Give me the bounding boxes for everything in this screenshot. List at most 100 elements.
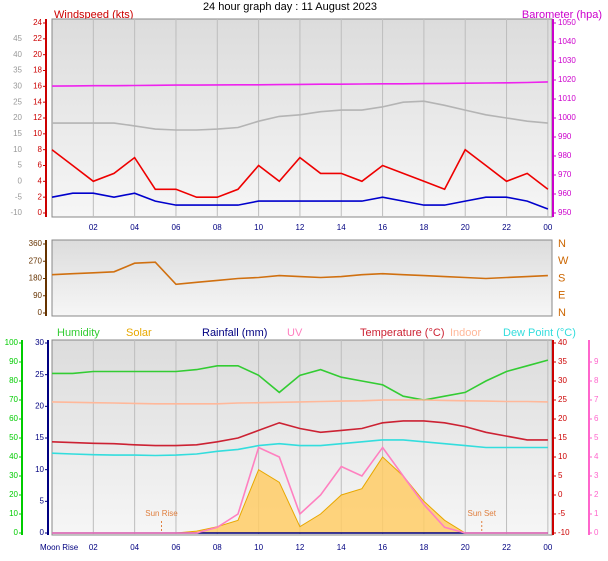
- y4-tick-label: 3: [594, 471, 599, 480]
- x-tick-label: 14: [337, 223, 346, 232]
- x-tick-label: 22: [502, 223, 511, 232]
- chart-title: 24 hour graph day : 11 August 2023: [203, 1, 377, 13]
- y3-tick-label: 40: [9, 452, 18, 461]
- y2-tick-label: 20: [558, 414, 567, 423]
- x-tick-label: 22: [502, 543, 511, 552]
- line: [51, 148, 549, 198]
- plot-area: [51, 339, 553, 536]
- y4-tick-label: 0: [594, 528, 599, 537]
- y-tick-label: 14: [33, 97, 42, 106]
- annotation: Sun Set: [468, 509, 497, 518]
- y2-tick-label: 1030: [558, 56, 576, 65]
- legend-entry: Dew Point (°C): [503, 327, 576, 339]
- y2-tick-label: 950: [558, 208, 572, 217]
- y2-tick-label: 1040: [558, 37, 576, 46]
- line: [51, 81, 548, 87]
- y-tick-label: 180: [29, 274, 43, 283]
- y2-tick-label: 1000: [558, 113, 576, 122]
- y-tick-label: 20: [33, 50, 42, 59]
- legend-entry: Indoor: [450, 327, 482, 339]
- line: [51, 192, 549, 210]
- y3-tick-label: 20: [13, 113, 22, 122]
- x-tick-label: 02: [89, 543, 98, 552]
- line: [52, 446, 548, 534]
- y2-tick-label: S: [558, 272, 565, 284]
- y4-tick-label: 8: [594, 376, 599, 385]
- y3-tick-label: 35: [13, 66, 22, 75]
- y3-tick-label: 5: [18, 161, 23, 170]
- y3-tick-label: 30: [13, 81, 22, 90]
- y3-tick-label: 0: [14, 528, 19, 537]
- y-tick-label: 12: [33, 113, 42, 122]
- legend-entry: Humidity: [57, 327, 100, 339]
- y-tick-label: 6: [38, 161, 43, 170]
- y-tick-label: 360: [29, 239, 43, 248]
- x-tick-label: 14: [337, 543, 346, 552]
- x-tick-label: 16: [378, 223, 387, 232]
- y3-tick-label: 90: [9, 357, 18, 366]
- y-tick-label: 25: [35, 370, 44, 379]
- y-tick-label: 2: [38, 192, 43, 201]
- legend-entry: Rainfall (mm): [202, 327, 267, 339]
- x-tick-label: 02: [89, 223, 98, 232]
- y-tick-label: 24: [33, 18, 42, 27]
- y-axis-title: Windspeed (kts): [54, 9, 133, 21]
- y-tick-label: 20: [35, 401, 44, 410]
- y2-tick-label: 25: [558, 395, 567, 404]
- y-tick-label: 0: [40, 528, 45, 537]
- y3-tick-label: 45: [13, 34, 22, 43]
- legend-entry: Temperature (°C): [360, 327, 444, 339]
- y-tick-label: 270: [29, 256, 43, 265]
- y3-tick-label: 10: [13, 145, 22, 154]
- y2-tick-label: 1010: [558, 94, 576, 103]
- line: [51, 420, 548, 447]
- legend-entry: Solar: [126, 327, 152, 339]
- y-tick-label: 30: [35, 338, 44, 347]
- y4-tick-label: 1: [594, 509, 599, 518]
- y2-tick-label: -10: [558, 528, 570, 537]
- y2-tick-label: 990: [558, 132, 572, 141]
- y2-tick-label: 40: [558, 338, 567, 347]
- line: [51, 261, 548, 286]
- x-tick-label: 00: [543, 543, 552, 552]
- y2-tick-label: E: [558, 290, 565, 302]
- line: [52, 100, 548, 131]
- x-tick-label: 10: [254, 543, 263, 552]
- y2-axis-title: Barometer (hpa): [522, 9, 602, 21]
- x-tick-label: 04: [130, 223, 139, 232]
- plot-area: [51, 18, 553, 218]
- y4-tick-label: 2: [594, 490, 599, 499]
- y-tick-label: 22: [33, 34, 42, 43]
- x-tick-label: 06: [172, 223, 181, 232]
- y2-tick-label: 5: [558, 471, 563, 480]
- legend-entry: UV: [287, 327, 303, 339]
- y3-tick-label: 40: [13, 50, 22, 59]
- y3-tick-label: 80: [9, 376, 18, 385]
- x-tick-label: 12: [295, 223, 304, 232]
- y2-tick-label: W: [558, 255, 569, 267]
- y2-tick-label: 960: [558, 189, 572, 198]
- y2-tick-label: 0: [558, 490, 563, 499]
- y2-tick-label: N: [558, 238, 566, 250]
- y3-tick-label: 70: [9, 395, 18, 404]
- y-tick-label: 90: [33, 291, 42, 300]
- x-axis-note: Moon Rise: [40, 543, 79, 552]
- x-tick-label: 20: [461, 223, 470, 232]
- x-tick-label: 18: [419, 223, 428, 232]
- y4-tick-label: 9: [594, 357, 599, 366]
- y2-tick-label: 980: [558, 151, 572, 160]
- annotation: Sun Rise: [145, 509, 178, 518]
- y-tick-label: 15: [35, 433, 44, 442]
- y4-tick-label: 4: [594, 452, 599, 461]
- y2-tick-label: 30: [558, 376, 567, 385]
- y3-tick-label: -5: [15, 192, 23, 201]
- y3-tick-label: 20: [9, 490, 18, 499]
- y3-tick-label: 100: [5, 338, 19, 347]
- y-tick-label: 0: [38, 208, 43, 217]
- x-tick-label: 06: [172, 543, 181, 552]
- x-tick-label: 08: [213, 223, 222, 232]
- y4-tick-label: 7: [594, 395, 599, 404]
- y4-tick-label: 6: [594, 414, 599, 423]
- x-tick-label: 18: [419, 543, 428, 552]
